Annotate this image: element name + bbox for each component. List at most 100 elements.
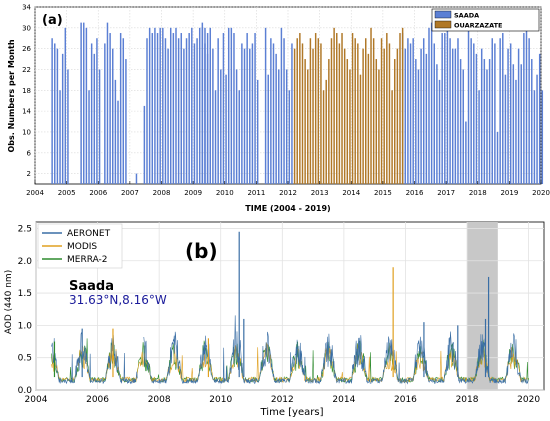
legend-b-label-modis: MODIS (67, 242, 97, 252)
bar-saada (449, 38, 451, 185)
bar-ouarzazate (346, 59, 349, 184)
bar-saada (531, 59, 533, 184)
bar-saada (509, 43, 512, 184)
bar-ouarzazate (378, 69, 380, 184)
bar-saada (143, 105, 146, 184)
bar-saada (457, 38, 459, 185)
bar-saada (251, 43, 254, 184)
bar-saada (169, 27, 172, 184)
tick-label-x: 2008 (153, 189, 171, 197)
bar-saada (525, 27, 528, 184)
panel-b-legend: AERONET MODIS MERRA-2 (37, 223, 123, 269)
bar-saada (80, 22, 82, 185)
bar-saada (54, 43, 56, 184)
bar-saada (436, 64, 438, 184)
tick-label-x: 2010 (209, 395, 232, 405)
legend-a-box (431, 8, 540, 32)
tick-label-y: 14 (22, 108, 31, 116)
bar-saada (444, 33, 446, 184)
bar-ouarzazate (336, 33, 338, 184)
tick-label-x: 2018 (469, 189, 487, 197)
bar-saada (430, 22, 433, 185)
bar-ouarzazate (341, 33, 343, 184)
tick-label-x: 2015 (374, 189, 392, 197)
panel-a-xlabel: TIME (2004 - 2019) (245, 204, 330, 213)
bar-saada (51, 38, 53, 185)
panel-a-ylabel: Obs. Numbers per Month (7, 39, 16, 152)
tick-label-x: 2019 (500, 189, 518, 197)
bar-ouarzazate (359, 74, 362, 184)
tick-label-y: 2.0 (18, 257, 33, 267)
bar-saada (88, 90, 90, 184)
legend-a-label-saada: SAADA (454, 12, 479, 20)
bar-saada (533, 90, 536, 184)
bar-saada (280, 27, 283, 184)
tick-label-x: 2006 (89, 189, 107, 197)
bar-saada (425, 53, 428, 185)
tick-label-y: 2.5 (18, 224, 32, 234)
bar-saada (243, 48, 246, 184)
tick-label-x: 2009 (184, 189, 202, 197)
bar-saada (480, 48, 483, 184)
tick-label-x: 2010 (216, 189, 234, 197)
bar-saada (83, 22, 85, 185)
tick-label-y: 22 (22, 66, 31, 74)
bar-ouarzazate (293, 48, 296, 184)
bar-saada (422, 38, 425, 185)
bar-ouarzazate (399, 33, 401, 184)
bar-saada (180, 33, 183, 184)
bar-ouarzazate (314, 33, 317, 184)
panel-a-label: (a) (42, 13, 63, 28)
bar-saada (159, 27, 161, 184)
bar-saada (502, 33, 504, 184)
tick-label-x: 2004 (26, 189, 44, 197)
bar-saada (67, 69, 69, 184)
bar-saada (112, 48, 114, 184)
bar-ouarzazate (396, 48, 399, 184)
legend-b-label-merra2: MERRA-2 (67, 255, 108, 265)
bar-ouarzazate (304, 59, 306, 184)
bar-saada (175, 27, 177, 184)
bar-saada (541, 90, 544, 184)
bar-saada (222, 33, 225, 184)
panel-b-site: Saada (69, 279, 114, 294)
bar-saada (204, 43, 206, 184)
tick-label-x: 2017 (437, 189, 455, 197)
bar-saada (291, 43, 293, 184)
bar-saada (196, 38, 198, 185)
bar-saada (61, 53, 64, 185)
bar-saada (520, 64, 522, 184)
bar-saada (109, 33, 111, 184)
bar-ouarzazate (338, 43, 341, 184)
bar-saada (275, 53, 277, 185)
bar-saada (214, 90, 217, 184)
tick-label-x: 2012 (279, 189, 297, 197)
bar-ouarzazate (317, 38, 320, 185)
bar-saada (283, 38, 285, 185)
bar-saada (523, 33, 525, 184)
bar-ouarzazate (354, 38, 356, 185)
bar-saada (114, 79, 117, 184)
tick-label-x: 2016 (394, 395, 417, 405)
bar-saada (164, 38, 167, 185)
bar-ouarzazate (357, 43, 359, 184)
bar-saada (267, 74, 269, 184)
bar-ouarzazate (372, 38, 375, 185)
bar-saada (417, 69, 420, 184)
legend-b-label-aeronet: AERONET (67, 229, 111, 239)
bar-saada (488, 59, 491, 184)
tick-label-x: 2007 (121, 189, 139, 197)
legend-a-swatch-saada (434, 10, 452, 19)
bar-saada (220, 69, 222, 184)
bar-saada (459, 59, 462, 184)
shaded-interval (467, 222, 498, 390)
bar-saada (154, 27, 156, 184)
bar-saada (462, 69, 464, 184)
bar-ouarzazate (383, 48, 385, 184)
tick-label-x: 2018 (456, 395, 479, 405)
bar-saada (536, 74, 538, 184)
bar-saada (515, 79, 517, 184)
bar-saada (162, 27, 164, 184)
bar-saada (233, 33, 235, 184)
bar-saada (198, 27, 201, 184)
